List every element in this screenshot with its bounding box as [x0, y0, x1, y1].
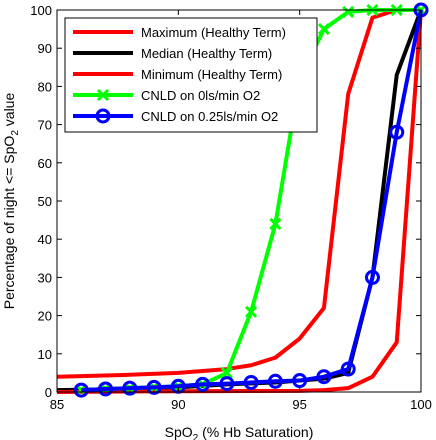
series-4-point-8	[267, 373, 283, 389]
y-tick-label-7: 70	[38, 118, 52, 133]
y-tick-label-8: 80	[38, 79, 52, 94]
series-3-point-8	[269, 217, 282, 230]
legend-label-2: Minimum (Healthy Term)	[141, 67, 282, 82]
legend-marker-4	[95, 108, 111, 124]
series-4-point-2	[122, 380, 138, 396]
legend-entry-2: Minimum (Healthy Term)	[73, 67, 282, 82]
ticks-layer: 85 90 95 100 0 10 20 30 40 50 60 70 80 90 100	[30, 3, 432, 412]
y-tick-label-1: 10	[38, 347, 52, 362]
x-tick-label-0: 85	[50, 397, 64, 412]
series-4-point-0	[73, 382, 89, 398]
y-tick-label-5: 50	[38, 194, 52, 209]
series-0	[56, 8, 421, 379]
legend-entry-1: Median (Healthy Term)	[73, 46, 272, 61]
series-line-2	[56, 9, 423, 394]
legend-label-0: Maximum (Healthy Term)	[141, 25, 286, 40]
legend-label-3: CNLD on 0ls/min O2	[141, 88, 260, 103]
y-tick-label-6: 60	[38, 156, 52, 171]
y-tick-label-2: 20	[38, 309, 52, 324]
series-line-0	[56, 8, 421, 379]
series-2	[56, 9, 423, 394]
series-3-point-6	[220, 366, 233, 379]
series-3-point-7	[245, 305, 258, 318]
series-3-point-10	[317, 23, 330, 36]
y-tick-label-4: 40	[38, 232, 52, 247]
x-axis-label: SpO2 (% Hb Saturation)	[165, 424, 314, 440]
legend-marker-3	[96, 88, 110, 102]
series-4-point-3	[146, 379, 162, 395]
series-4-point-12	[364, 269, 380, 285]
series-layer	[56, 2, 429, 398]
series-4-point-1	[98, 381, 114, 397]
series-line-4	[81, 9, 423, 393]
legend-label-4: CNLD on 0.25ls/min O2	[141, 109, 278, 124]
series-4-point-13	[389, 124, 405, 140]
series-3-point-11	[342, 5, 355, 18]
x-tick-label-2: 95	[292, 397, 306, 412]
series-4-point-11	[340, 361, 356, 377]
x-tick-label-3: 100	[410, 397, 432, 412]
legend-entry-4: CNLD on 0.25ls/min O2	[73, 108, 278, 124]
y-tick-label-9: 90	[38, 41, 52, 56]
x-tick-label-1: 90	[171, 397, 185, 412]
series-4-point-7	[243, 374, 259, 390]
series-4-point-9	[292, 373, 308, 389]
y-tick-label-3: 30	[38, 270, 52, 285]
series-4	[73, 2, 429, 398]
legend: Maximum (Healthy Term) Median (Healthy Te…	[64, 17, 318, 133]
y-axis-label: Percentage of night <= SpO2 value	[1, 93, 21, 310]
legend-entry-3: CNLD on 0ls/min O2	[73, 88, 260, 103]
y-tick-label-0: 0	[45, 385, 52, 400]
y-tick-label-10: 100	[30, 3, 52, 18]
series-4-point-5	[195, 376, 211, 392]
legend-label-1: Median (Healthy Term)	[141, 46, 272, 61]
legend-entry-0: Maximum (Healthy Term)	[73, 25, 286, 40]
series-4-point-6	[219, 376, 235, 392]
series-4-point-10	[316, 369, 332, 385]
